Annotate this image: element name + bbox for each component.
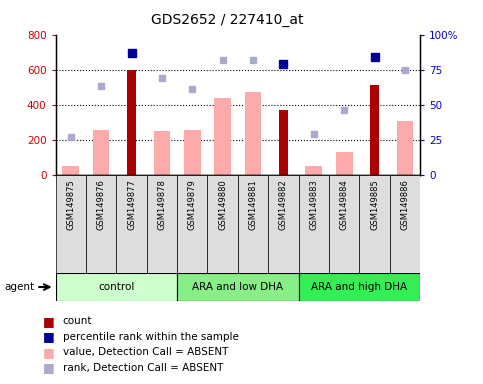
Text: GSM149876: GSM149876 — [97, 180, 106, 230]
Bar — [390, 175, 420, 273]
Bar — [184, 131, 200, 175]
Bar — [56, 273, 177, 301]
Bar — [298, 175, 329, 273]
Text: GSM149880: GSM149880 — [218, 180, 227, 230]
Bar — [397, 121, 413, 175]
Text: agent: agent — [5, 282, 35, 292]
Text: GSM149883: GSM149883 — [309, 180, 318, 230]
Text: GSM149881: GSM149881 — [249, 180, 257, 230]
Bar — [305, 166, 322, 175]
Text: GSM149877: GSM149877 — [127, 180, 136, 230]
Text: ■: ■ — [43, 330, 55, 343]
Text: GSM149882: GSM149882 — [279, 180, 288, 230]
Text: GSM149878: GSM149878 — [157, 180, 167, 230]
Text: GSM149884: GSM149884 — [340, 180, 349, 230]
Text: percentile rank within the sample: percentile rank within the sample — [63, 332, 239, 342]
Text: ■: ■ — [43, 361, 55, 374]
Bar — [370, 85, 379, 175]
Text: rank, Detection Call = ABSENT: rank, Detection Call = ABSENT — [63, 363, 223, 373]
Text: value, Detection Call = ABSENT: value, Detection Call = ABSENT — [63, 348, 228, 358]
Bar — [177, 273, 298, 301]
Bar — [214, 98, 231, 175]
Text: ■: ■ — [43, 346, 55, 359]
Text: control: control — [98, 282, 134, 292]
Text: ■: ■ — [43, 315, 55, 328]
Text: GSM149886: GSM149886 — [400, 180, 410, 230]
Bar — [147, 175, 177, 273]
Text: count: count — [63, 316, 92, 326]
Bar — [298, 273, 420, 301]
Text: ARA and high DHA: ARA and high DHA — [312, 282, 408, 292]
Bar — [93, 130, 110, 175]
Bar — [336, 152, 353, 175]
Text: GSM149885: GSM149885 — [370, 180, 379, 230]
Bar — [359, 175, 390, 273]
Bar — [208, 175, 238, 273]
Bar — [329, 175, 359, 273]
Text: GDS2652 / 227410_at: GDS2652 / 227410_at — [151, 13, 303, 27]
Bar — [86, 175, 116, 273]
Bar — [245, 93, 261, 175]
Bar — [177, 175, 208, 273]
Bar — [238, 175, 268, 273]
Bar — [127, 70, 136, 175]
Bar — [56, 175, 86, 273]
Bar — [154, 131, 170, 175]
Text: GSM149879: GSM149879 — [188, 180, 197, 230]
Bar — [116, 175, 147, 273]
Bar — [268, 175, 298, 273]
Text: GSM149875: GSM149875 — [66, 180, 75, 230]
Bar — [62, 166, 79, 175]
Bar — [279, 110, 288, 175]
Text: ARA and low DHA: ARA and low DHA — [192, 282, 284, 292]
